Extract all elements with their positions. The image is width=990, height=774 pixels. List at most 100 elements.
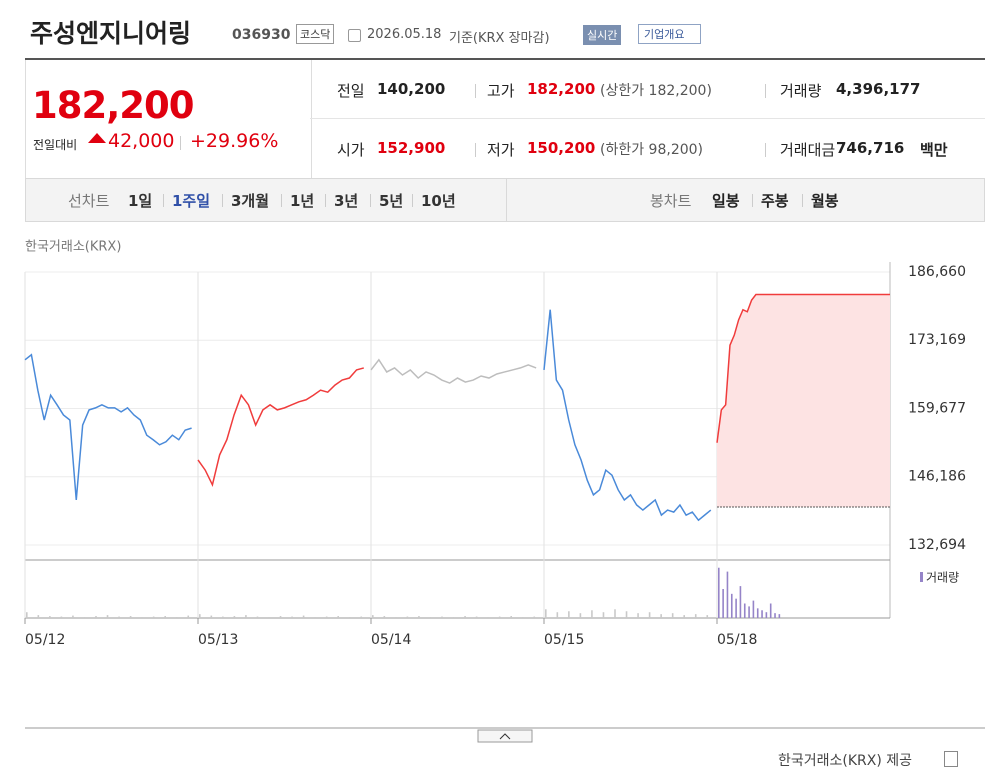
price-line xyxy=(197,367,364,487)
volume-bar xyxy=(648,612,651,618)
volume-bar xyxy=(199,614,201,618)
sep xyxy=(222,194,223,207)
stat-value: 140,200 xyxy=(377,80,446,98)
volume-bar xyxy=(452,617,455,618)
volume-bar xyxy=(498,616,501,618)
volume-bar xyxy=(49,616,51,618)
company-button[interactable]: 기업개요 xyxy=(638,24,702,44)
basis: 기준(KRX 장마감) xyxy=(449,31,550,46)
scroll-arrow xyxy=(499,733,511,740)
volume-bar xyxy=(187,615,190,618)
x-tick-label: 05/14 xyxy=(371,632,411,648)
volume-bar xyxy=(175,617,178,618)
realtime-badge[interactable]: 실시간 xyxy=(583,25,622,45)
y-tick-label: 132,694 xyxy=(908,537,966,553)
candle-tab[interactable]: 주봉 xyxy=(761,192,789,210)
scroll-handle[interactable] xyxy=(477,729,533,743)
volume-bar xyxy=(533,616,536,618)
volume-bar xyxy=(118,616,120,618)
volume-bar xyxy=(233,616,236,618)
volume-bar xyxy=(475,616,478,618)
volume-bar xyxy=(164,616,166,618)
stock-code: 036930 xyxy=(232,27,291,43)
footer-source: 한국거래소(KRX) 제공 xyxy=(778,753,913,769)
volume-bar xyxy=(441,616,443,618)
period-tab[interactable]: 3년 xyxy=(334,192,359,210)
volume-bar xyxy=(245,615,247,618)
stat-value: 150,200 xyxy=(527,139,596,157)
sep xyxy=(370,194,371,207)
sep xyxy=(325,194,326,207)
volume-bar xyxy=(591,610,593,618)
period-tab[interactable]: 1주일 xyxy=(172,192,211,210)
stat-note: (하한가 98,200) xyxy=(600,142,704,158)
volume-bar xyxy=(406,616,409,618)
candle-label: 봉차트 xyxy=(650,192,692,210)
volume-bar xyxy=(730,593,733,618)
x-tick-label: 05/13 xyxy=(198,632,238,648)
volume-bar xyxy=(429,617,432,618)
sep xyxy=(180,136,181,150)
volume-bar xyxy=(372,615,374,618)
period-tab[interactable]: 5년 xyxy=(379,192,404,210)
stat-label: 고가 xyxy=(487,82,515,100)
y-tick-label: 186,660 xyxy=(908,264,966,280)
volume-bar xyxy=(83,617,86,618)
volume-bar xyxy=(774,613,776,618)
stat-label: 저가 xyxy=(487,141,515,159)
period-tab[interactable]: 1일 xyxy=(128,192,153,210)
tab-bar xyxy=(25,178,985,222)
sep xyxy=(163,194,164,207)
volume-bar xyxy=(418,616,420,618)
volume-bar xyxy=(337,616,339,618)
stat-value: 152,900 xyxy=(377,139,446,157)
volume-bar xyxy=(683,615,685,618)
volume-bar xyxy=(756,608,759,618)
candle-tab[interactable]: 월봉 xyxy=(811,192,839,210)
period-tab[interactable]: 10년 xyxy=(421,192,456,210)
stat-value: 182,200 xyxy=(527,80,596,98)
y-tick-label: 159,677 xyxy=(908,401,966,417)
stat-label: 전일 xyxy=(337,82,365,100)
volume-bar xyxy=(256,616,259,618)
market-badge: 코스닥 xyxy=(296,24,335,44)
volume-bar xyxy=(383,616,386,618)
price-line xyxy=(543,309,712,522)
tab-divider xyxy=(506,179,507,221)
volume-bar xyxy=(141,617,143,618)
stats-rule xyxy=(310,118,985,119)
volume-bar xyxy=(464,616,466,618)
change-pct: +29.96% xyxy=(190,130,279,152)
volume-bar xyxy=(510,616,512,618)
clock-icon xyxy=(348,29,361,42)
sep xyxy=(412,194,413,207)
quote-panel xyxy=(25,60,312,178)
limit-area xyxy=(717,294,890,508)
x-tick-label: 05/18 xyxy=(717,632,757,648)
up-arrow xyxy=(88,133,106,143)
volume-bar xyxy=(60,616,63,618)
volume-bar xyxy=(95,616,97,618)
change-label: 전일대비 xyxy=(33,138,78,152)
price-line xyxy=(716,293,890,443)
volume-bar xyxy=(26,612,28,618)
volume-bar xyxy=(521,617,524,618)
stat-value: 746,716 xyxy=(836,139,905,157)
stat-label: 시가 xyxy=(337,141,365,159)
volume-bar xyxy=(694,614,697,618)
period-tab[interactable]: 3개월 xyxy=(231,192,270,210)
period-tab[interactable]: 1년 xyxy=(290,192,315,210)
volume-bar xyxy=(568,611,570,618)
stat-unit: 백만 xyxy=(920,141,948,159)
volume-legend: 거래량 xyxy=(926,571,959,585)
price: 182,200 xyxy=(32,84,195,127)
volume-bar xyxy=(722,589,724,618)
volume-bar xyxy=(556,612,559,618)
price-line xyxy=(24,353,192,501)
candle-tab[interactable]: 일봉 xyxy=(712,192,740,210)
stat-label: 거래대금 xyxy=(780,141,836,159)
x-tick-label: 05/15 xyxy=(544,632,584,648)
volume-bar xyxy=(743,603,746,618)
stat-value: 4,396,177 xyxy=(836,80,921,98)
